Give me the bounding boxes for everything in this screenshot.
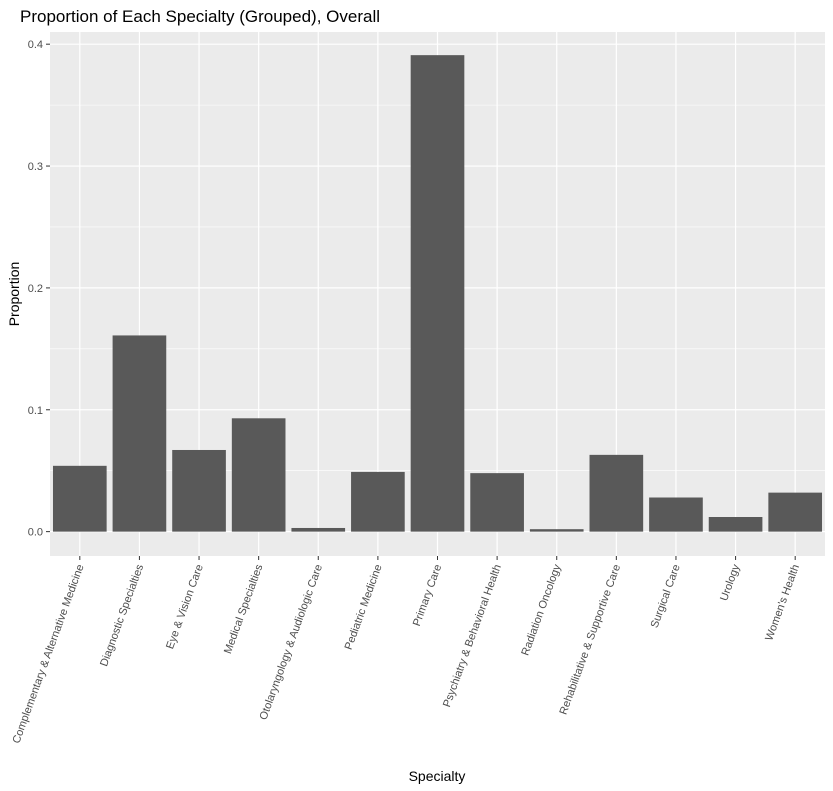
bar <box>112 335 167 532</box>
bar <box>351 471 405 532</box>
y-tick-label: 0.0 <box>28 527 43 539</box>
y-axis-title: Proportion <box>6 262 22 327</box>
bar <box>589 454 644 532</box>
bar <box>470 473 524 532</box>
bar <box>291 527 346 532</box>
bar <box>529 529 584 532</box>
bar <box>708 517 763 532</box>
bar <box>231 418 286 532</box>
bar <box>172 449 226 532</box>
y-axis: 0.0 0.1 0.2 0.3 0.4 <box>28 39 50 539</box>
y-tick-label: 0.1 <box>28 405 43 417</box>
chart-title: Proportion of Each Specialty (Grouped), … <box>20 7 380 26</box>
x-axis-title: Specialty <box>409 768 466 784</box>
bar <box>649 497 703 532</box>
bar <box>52 465 107 532</box>
bar <box>768 492 823 532</box>
bar <box>410 55 465 532</box>
bars <box>52 55 823 532</box>
y-tick-label: 0.4 <box>28 39 43 51</box>
y-tick-label: 0.3 <box>28 161 43 173</box>
y-tick-label: 0.2 <box>28 283 43 295</box>
